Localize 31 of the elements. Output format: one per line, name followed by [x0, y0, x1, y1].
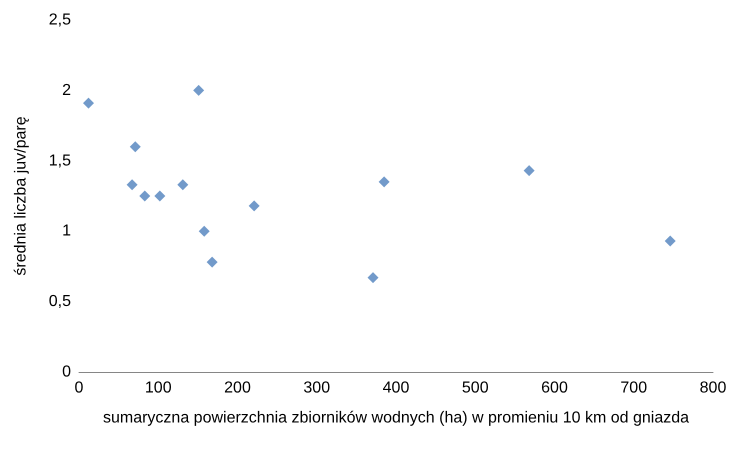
y-tick-label: 1,5 — [48, 152, 72, 170]
point — [126, 179, 138, 190]
point — [198, 226, 210, 237]
point — [130, 141, 141, 152]
point — [524, 165, 535, 176]
point — [193, 84, 204, 96]
point — [177, 179, 188, 190]
x-tick-label: 200 — [224, 380, 251, 396]
x-tick-label: 500 — [462, 380, 489, 396]
x-tick-label: 600 — [541, 380, 568, 396]
x-tick-label: 300 — [303, 380, 330, 396]
x-axis-title: sumaryczna powierzchnia zbiorników wodnych (ha) w promieniu 10 km od gniazda — [102, 410, 690, 426]
y-tick-label: 0 — [62, 364, 72, 380]
y-tick-label: 0,5 — [48, 293, 72, 310]
x-tick-label: 700 — [620, 380, 648, 396]
y-tick-label: 1 — [62, 222, 72, 240]
point — [378, 176, 390, 188]
x-tick-label: 400 — [382, 380, 410, 396]
point — [154, 190, 166, 202]
point — [83, 98, 94, 109]
x-tick-label: 800 — [700, 380, 726, 396]
y-tick-label: 2,5 — [48, 12, 72, 28]
y-axis-title: średnia liczba juv/parę — [12, 116, 30, 276]
point — [368, 272, 379, 284]
point — [139, 190, 150, 202]
x-tick-label: 0 — [74, 380, 84, 396]
y-tick-label: 2 — [62, 82, 72, 99]
point — [664, 236, 676, 247]
point — [206, 256, 218, 268]
point — [248, 200, 260, 212]
x-tick-label: 100 — [144, 380, 172, 396]
